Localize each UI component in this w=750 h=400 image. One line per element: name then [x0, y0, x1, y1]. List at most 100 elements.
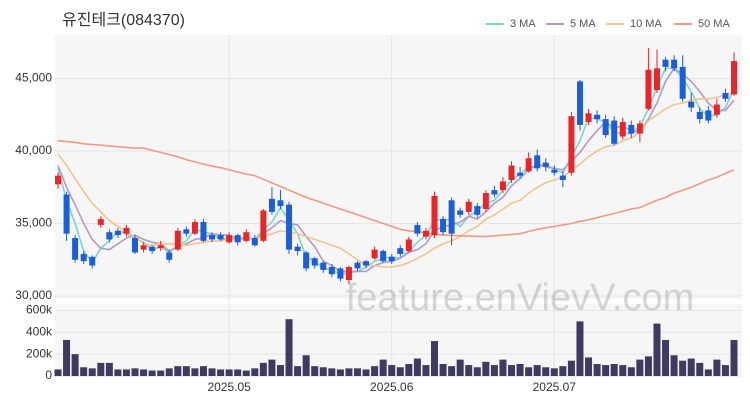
- candle-body: [191, 222, 198, 234]
- volume-bar: [585, 357, 593, 376]
- volume-bar: [208, 368, 216, 376]
- volume-bar: [627, 367, 635, 376]
- candle-body: [559, 175, 566, 180]
- candle-body: [517, 172, 524, 176]
- candle-body: [422, 230, 429, 237]
- volume-bar: [653, 323, 661, 376]
- candle-body: [157, 245, 164, 249]
- candle-body: [448, 200, 455, 234]
- volume-bar: [199, 366, 207, 376]
- candle-body: [183, 229, 190, 234]
- candle-body: [132, 238, 139, 253]
- volume-bar: [431, 341, 439, 376]
- volume-bar: [379, 359, 387, 376]
- ma-line: [57, 140, 735, 238]
- volume-tick-label: 600k: [26, 303, 53, 317]
- volume-bar: [302, 355, 310, 376]
- volume-bar: [157, 370, 165, 376]
- candle-body: [474, 206, 481, 215]
- candle-body: [303, 252, 310, 269]
- candle-body: [713, 104, 720, 115]
- volume-bar: [182, 366, 190, 376]
- candle-body: [619, 122, 626, 137]
- y-tick-label: 40,000: [15, 143, 52, 157]
- candle-body: [568, 116, 575, 173]
- volume-bar: [593, 363, 601, 376]
- volume-bar: [456, 359, 464, 376]
- volume-bar: [174, 366, 182, 376]
- volume-bar: [276, 365, 284, 376]
- candle-body: [551, 169, 558, 173]
- volume-bar: [567, 360, 575, 376]
- candle-body: [328, 267, 335, 275]
- candle-body: [260, 210, 267, 241]
- candle-body: [311, 258, 318, 266]
- candle-body: [414, 224, 421, 234]
- volume-bar: [80, 367, 88, 376]
- candle-body: [234, 235, 241, 243]
- volume-bar: [602, 365, 610, 376]
- volume-bar: [362, 369, 370, 376]
- candle-body: [200, 222, 207, 241]
- volume-bar: [516, 363, 524, 376]
- candle-body: [80, 253, 87, 262]
- volume-bar: [345, 368, 353, 376]
- volume-bar: [88, 368, 96, 376]
- candle-body: [55, 175, 61, 185]
- volume-bar: [636, 359, 644, 376]
- candle-body: [671, 59, 678, 69]
- candle-body: [371, 249, 378, 259]
- volume-bar: [465, 365, 473, 376]
- volume-bar: [696, 362, 704, 376]
- candle-body: [508, 165, 515, 180]
- volume-bar: [217, 369, 225, 376]
- volume-bar: [191, 368, 199, 376]
- volume-bar: [721, 365, 729, 376]
- candle-body: [628, 124, 635, 134]
- candle-body: [294, 246, 301, 252]
- x-tick-label: 2025.06: [370, 380, 414, 394]
- candle-body: [465, 201, 472, 212]
- volume-bar: [713, 359, 721, 376]
- volume-bar: [679, 360, 687, 376]
- volume-bar: [311, 366, 319, 376]
- candle-body: [166, 252, 173, 260]
- volume-bar: [148, 370, 156, 376]
- candle-body: [354, 262, 361, 269]
- volume-bar: [234, 369, 242, 376]
- volume-bar: [576, 321, 584, 376]
- legend-label: 10 MA: [630, 18, 662, 30]
- y-tick-label: 35,000: [15, 216, 52, 230]
- volume-bar: [662, 339, 670, 376]
- candle-body: [645, 69, 652, 109]
- volume-bar: [122, 369, 130, 376]
- y-tick-label: 45,000: [15, 71, 52, 85]
- volume-bar: [559, 366, 567, 376]
- candle-body: [499, 181, 506, 191]
- ma-line: [57, 92, 735, 268]
- volume-bar: [610, 363, 618, 376]
- volume-bar: [533, 365, 541, 376]
- volume-bar: [71, 354, 79, 376]
- candle-body: [97, 219, 104, 225]
- volume-bar: [54, 369, 62, 376]
- candle-body: [72, 238, 79, 260]
- legend-label: 50 MA: [698, 18, 730, 30]
- volume-tick-label: 200k: [26, 346, 53, 360]
- volume-bar: [508, 365, 516, 376]
- candle-body: [440, 219, 447, 233]
- candle-body: [277, 200, 284, 207]
- volume-bar: [319, 367, 327, 376]
- candle-body: [525, 158, 532, 172]
- volume-bar: [242, 370, 250, 376]
- candle-body: [89, 256, 96, 266]
- volume-bar: [131, 368, 139, 376]
- candle-body: [380, 251, 387, 262]
- candle-body: [602, 119, 609, 136]
- volume-bar: [670, 355, 678, 376]
- candle-body: [405, 239, 412, 252]
- candle-body: [106, 232, 113, 240]
- candle-body: [457, 210, 464, 215]
